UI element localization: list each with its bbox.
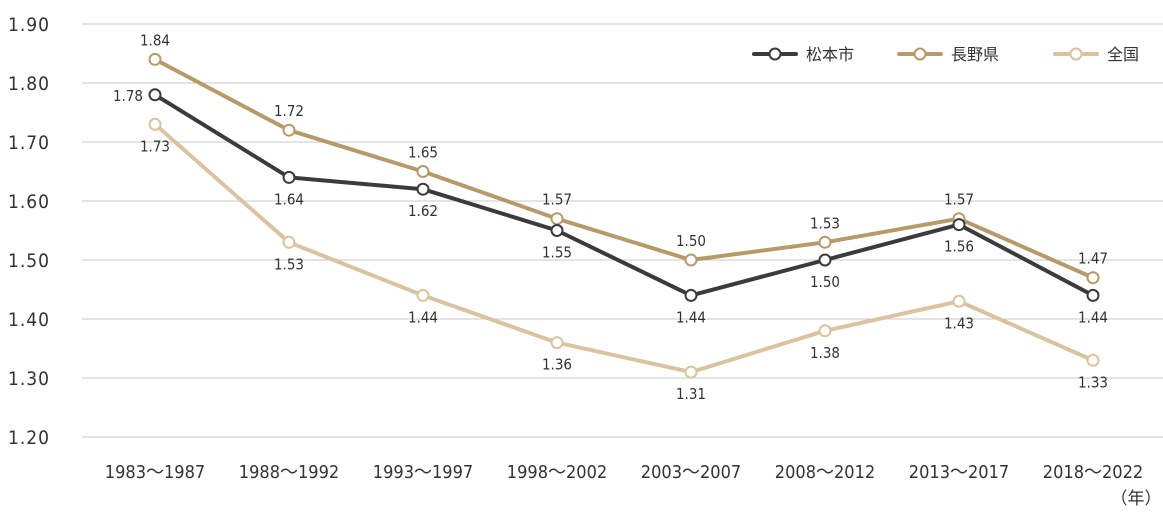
legend-swatch-marker — [768, 47, 782, 61]
y-tick-label: 1.70 — [8, 132, 50, 154]
x-axis-unit-label: （年） — [1111, 489, 1162, 509]
x-tick-label: 2018～2022 — [1043, 462, 1143, 483]
data-label: 1.56 — [944, 238, 974, 256]
y-tick-label: 1.60 — [8, 191, 50, 213]
data-label: 1.57 — [944, 191, 974, 209]
legend-swatch-marker — [1069, 47, 1083, 61]
x-tick-label: 1993～1997 — [373, 462, 473, 483]
data-label: 1.44 — [1078, 308, 1108, 326]
x-tick-label: 1988～1992 — [239, 462, 339, 483]
series-group — [148, 52, 1100, 379]
legend-item: 松本市 — [752, 45, 854, 64]
data-label: 1.38 — [810, 344, 840, 362]
x-axis-ticks: 1983～1987 1988～1992 1993～1997 1998～2002 2003… — [105, 462, 1143, 483]
data-point — [282, 123, 296, 137]
data-point — [148, 117, 162, 131]
data-label: 1.44 — [408, 308, 438, 326]
series-3 — [148, 117, 1100, 379]
legend-swatch-marker — [913, 47, 927, 61]
data-label: 1.53 — [274, 255, 304, 273]
data-label: 1.78 — [113, 87, 143, 105]
series-2 — [148, 52, 1100, 285]
data-point — [818, 235, 832, 249]
legend-item: 全国 — [1053, 45, 1139, 64]
y-tick-label: 1.80 — [8, 73, 50, 95]
data-point — [282, 170, 296, 184]
data-label: 1.55 — [542, 244, 572, 262]
y-tick-label: 1.20 — [8, 427, 50, 449]
data-point — [148, 52, 162, 66]
data-label: 1.64 — [274, 190, 304, 208]
data-labels: 1.78 1.64 1.62 1.55 1.44 1.50 1.56 1.44 1.84 1.72… — [113, 31, 1108, 403]
y-tick-label: 1.50 — [8, 250, 50, 272]
data-point — [1086, 288, 1100, 302]
data-point — [550, 336, 564, 350]
data-label: 1.65 — [408, 144, 438, 162]
data-point — [818, 324, 832, 338]
data-point — [1086, 271, 1100, 285]
data-label: 1.50 — [810, 273, 840, 291]
data-label: 1.36 — [542, 356, 572, 374]
data-label: 1.50 — [676, 232, 706, 250]
data-point — [818, 253, 832, 267]
data-point — [416, 182, 430, 196]
legend-label: 全国 — [1107, 45, 1139, 64]
data-point — [416, 288, 430, 302]
data-label: 1.43 — [944, 314, 974, 332]
x-tick-label: 1998～2002 — [507, 462, 607, 483]
data-point — [684, 253, 698, 267]
data-label: 1.62 — [408, 202, 438, 220]
data-point — [684, 365, 698, 379]
grid-lines — [82, 23, 1163, 438]
data-label: 1.31 — [676, 385, 706, 403]
series-1 — [148, 88, 1100, 302]
legend-label: 長野県 — [951, 45, 999, 64]
data-label: 1.73 — [140, 137, 170, 155]
series-line — [153, 92, 1095, 298]
legend: 松本市 長野県 全国 — [752, 45, 1139, 64]
x-tick-label: 2008～2012 — [775, 462, 875, 483]
data-point — [550, 212, 564, 226]
data-label: 1.84 — [140, 31, 170, 49]
data-label: 1.47 — [1078, 250, 1108, 268]
data-point — [416, 165, 430, 178]
y-tick-label: 1.90 — [8, 14, 50, 36]
y-tick-label: 1.40 — [8, 309, 50, 331]
legend-item: 長野県 — [897, 45, 999, 64]
x-tick-label: 2013～2017 — [909, 462, 1009, 483]
data-label: 1.53 — [810, 214, 840, 232]
data-label: 1.72 — [274, 102, 304, 120]
y-axis-ticks: 1.20 1.30 1.40 1.50 1.60 1.70 1.80 1.90 — [8, 14, 50, 449]
data-point — [1086, 353, 1100, 367]
data-point — [282, 235, 296, 249]
data-point — [550, 224, 564, 237]
x-tick-label: 2003～2007 — [641, 462, 741, 483]
data-label: 1.44 — [676, 308, 706, 326]
data-label: 1.33 — [1078, 373, 1108, 391]
data-point — [952, 218, 966, 232]
data-label: 1.57 — [542, 191, 572, 209]
y-tick-label: 1.30 — [8, 368, 50, 390]
series-line — [153, 57, 1095, 280]
x-tick-label: 1983～1987 — [105, 462, 205, 483]
series-line — [153, 122, 1095, 375]
legend-label: 松本市 — [806, 45, 854, 64]
data-point — [148, 88, 162, 102]
data-point — [684, 288, 698, 302]
data-point — [952, 294, 966, 308]
